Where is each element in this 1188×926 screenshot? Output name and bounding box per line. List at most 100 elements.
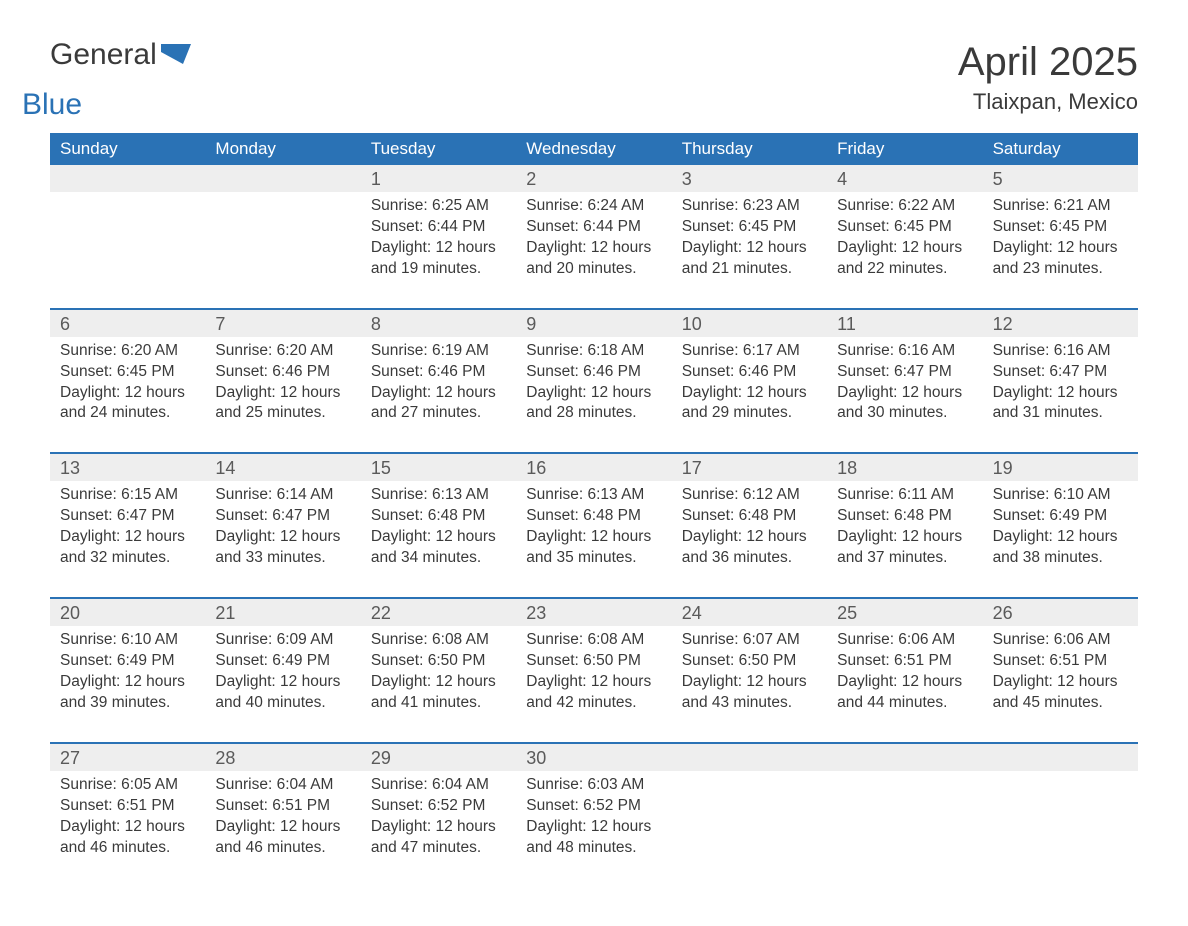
- day-info-line: and 33 minutes.: [215, 548, 350, 569]
- title-block: April 2025 Tlaixpan, Mexico: [958, 40, 1138, 115]
- day-number: 8: [361, 310, 516, 337]
- day-number: [672, 744, 827, 771]
- day-info-line: Daylight: 12 hours: [837, 383, 972, 404]
- day-cell: Sunrise: 6:20 AMSunset: 6:45 PMDaylight:…: [50, 337, 205, 453]
- day-info-line: Sunrise: 6:22 AM: [837, 196, 972, 217]
- day-info-line: Daylight: 12 hours: [371, 238, 506, 259]
- weekday-label: Monday: [205, 133, 360, 165]
- day-info-line: and 46 minutes.: [60, 838, 195, 859]
- week-block: 27282930Sunrise: 6:05 AMSunset: 6:51 PMD…: [50, 742, 1138, 887]
- day-info-line: and 30 minutes.: [837, 403, 972, 424]
- day-info-line: Sunrise: 6:24 AM: [526, 196, 661, 217]
- day-body-row: Sunrise: 6:10 AMSunset: 6:49 PMDaylight:…: [50, 626, 1138, 742]
- day-info-line: Sunset: 6:44 PM: [526, 217, 661, 238]
- day-info-line: and 23 minutes.: [993, 259, 1128, 280]
- logo-word1: General: [50, 38, 157, 71]
- weeks-container: 12345Sunrise: 6:25 AMSunset: 6:44 PMDayl…: [50, 165, 1138, 886]
- day-info-line: and 24 minutes.: [60, 403, 195, 424]
- day-number: 29: [361, 744, 516, 771]
- day-info-line: and 25 minutes.: [215, 403, 350, 424]
- day-number: 3: [672, 165, 827, 192]
- day-cell: Sunrise: 6:20 AMSunset: 6:46 PMDaylight:…: [205, 337, 360, 453]
- day-info-line: Sunrise: 6:05 AM: [60, 775, 195, 796]
- day-cell: Sunrise: 6:06 AMSunset: 6:51 PMDaylight:…: [983, 626, 1138, 742]
- day-number-row: 13141516171819: [50, 454, 1138, 481]
- day-info-line: Sunset: 6:51 PM: [993, 651, 1128, 672]
- day-cell: Sunrise: 6:04 AMSunset: 6:52 PMDaylight:…: [361, 771, 516, 887]
- day-cell: Sunrise: 6:08 AMSunset: 6:50 PMDaylight:…: [516, 626, 671, 742]
- day-info-line: Sunset: 6:48 PM: [371, 506, 506, 527]
- week-block: 12345Sunrise: 6:25 AMSunset: 6:44 PMDayl…: [50, 165, 1138, 308]
- day-info-line: Daylight: 12 hours: [215, 527, 350, 548]
- day-info-line: Sunset: 6:45 PM: [837, 217, 972, 238]
- day-body-row: Sunrise: 6:20 AMSunset: 6:45 PMDaylight:…: [50, 337, 1138, 453]
- day-info-line: Sunset: 6:47 PM: [60, 506, 195, 527]
- day-info-line: and 41 minutes.: [371, 693, 506, 714]
- day-info-line: Daylight: 12 hours: [215, 383, 350, 404]
- day-info-line: Sunrise: 6:10 AM: [993, 485, 1128, 506]
- day-info-line: Sunrise: 6:07 AM: [682, 630, 817, 651]
- day-info-line: Sunset: 6:50 PM: [682, 651, 817, 672]
- day-cell: [827, 771, 982, 887]
- day-info-line: and 27 minutes.: [371, 403, 506, 424]
- day-info-line: and 43 minutes.: [682, 693, 817, 714]
- day-info-line: Sunset: 6:45 PM: [60, 362, 195, 383]
- day-info-line: Daylight: 12 hours: [60, 527, 195, 548]
- week-block: 13141516171819Sunrise: 6:15 AMSunset: 6:…: [50, 452, 1138, 597]
- day-number: 5: [983, 165, 1138, 192]
- day-cell: Sunrise: 6:16 AMSunset: 6:47 PMDaylight:…: [983, 337, 1138, 453]
- day-cell: [983, 771, 1138, 887]
- day-cell: Sunrise: 6:07 AMSunset: 6:50 PMDaylight:…: [672, 626, 827, 742]
- day-number: 7: [205, 310, 360, 337]
- day-cell: Sunrise: 6:25 AMSunset: 6:44 PMDaylight:…: [361, 192, 516, 308]
- day-cell: Sunrise: 6:24 AMSunset: 6:44 PMDaylight:…: [516, 192, 671, 308]
- day-info-line: and 47 minutes.: [371, 838, 506, 859]
- day-info-line: and 32 minutes.: [60, 548, 195, 569]
- day-info-line: Sunrise: 6:13 AM: [371, 485, 506, 506]
- day-info-line: Daylight: 12 hours: [526, 672, 661, 693]
- day-info-line: and 34 minutes.: [371, 548, 506, 569]
- day-info-line: Daylight: 12 hours: [371, 383, 506, 404]
- weekday-label: Thursday: [672, 133, 827, 165]
- day-number: 9: [516, 310, 671, 337]
- day-number: 11: [827, 310, 982, 337]
- day-info-line: Daylight: 12 hours: [371, 817, 506, 838]
- day-info-line: Sunset: 6:45 PM: [993, 217, 1128, 238]
- day-info-line: Sunrise: 6:04 AM: [215, 775, 350, 796]
- day-info-line: Sunrise: 6:21 AM: [993, 196, 1128, 217]
- day-info-line: and 20 minutes.: [526, 259, 661, 280]
- day-info-line: Daylight: 12 hours: [215, 817, 350, 838]
- day-body-row: Sunrise: 6:15 AMSunset: 6:47 PMDaylight:…: [50, 481, 1138, 597]
- calendar: Sunday Monday Tuesday Wednesday Thursday…: [50, 133, 1138, 886]
- day-info-line: and 44 minutes.: [837, 693, 972, 714]
- day-number: 6: [50, 310, 205, 337]
- day-info-line: Daylight: 12 hours: [993, 383, 1128, 404]
- day-info-line: Daylight: 12 hours: [837, 527, 972, 548]
- day-info-line: Daylight: 12 hours: [993, 672, 1128, 693]
- day-number: 22: [361, 599, 516, 626]
- day-info-line: Sunset: 6:46 PM: [682, 362, 817, 383]
- day-number: 24: [672, 599, 827, 626]
- day-info-line: Sunset: 6:51 PM: [60, 796, 195, 817]
- day-number: 17: [672, 454, 827, 481]
- day-info-line: Sunrise: 6:09 AM: [215, 630, 350, 651]
- day-info-line: Sunrise: 6:13 AM: [526, 485, 661, 506]
- week-block: 20212223242526Sunrise: 6:10 AMSunset: 6:…: [50, 597, 1138, 742]
- day-info-line: and 42 minutes.: [526, 693, 661, 714]
- day-cell: Sunrise: 6:13 AMSunset: 6:48 PMDaylight:…: [516, 481, 671, 597]
- day-info-line: Sunset: 6:46 PM: [371, 362, 506, 383]
- day-info-line: Daylight: 12 hours: [837, 672, 972, 693]
- day-info-line: Sunset: 6:48 PM: [682, 506, 817, 527]
- day-info-line: Daylight: 12 hours: [371, 527, 506, 548]
- day-number: 19: [983, 454, 1138, 481]
- day-info-line: Sunrise: 6:10 AM: [60, 630, 195, 651]
- day-info-line: Sunrise: 6:15 AM: [60, 485, 195, 506]
- day-info-line: and 36 minutes.: [682, 548, 817, 569]
- day-info-line: and 48 minutes.: [526, 838, 661, 859]
- day-cell: Sunrise: 6:15 AMSunset: 6:47 PMDaylight:…: [50, 481, 205, 597]
- day-info-line: Sunset: 6:47 PM: [215, 506, 350, 527]
- day-info-line: Sunrise: 6:06 AM: [993, 630, 1128, 651]
- day-info-line: Sunrise: 6:12 AM: [682, 485, 817, 506]
- day-cell: Sunrise: 6:03 AMSunset: 6:52 PMDaylight:…: [516, 771, 671, 887]
- day-number: 30: [516, 744, 671, 771]
